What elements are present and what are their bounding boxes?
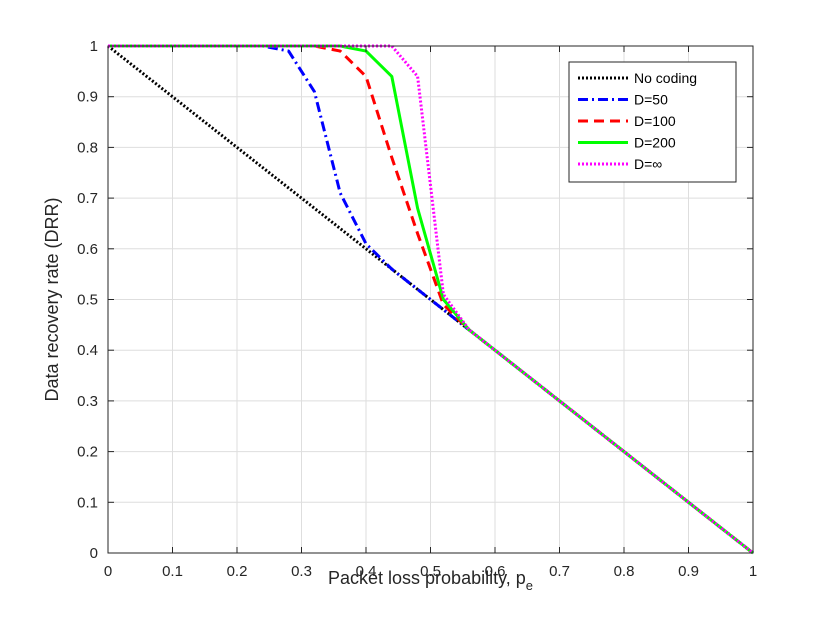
x-tick-label: 0.8 (614, 563, 635, 580)
x-tick-labels: 0 0.1 0.2 0.3 0.4 0.5 0.6 0.7 0.8 0.9 1 (104, 563, 757, 580)
x-tick-label: 0.5 (420, 563, 441, 580)
x-axis-label: Packet loss probability, pe (328, 568, 533, 593)
y-tick-label: 0.4 (77, 342, 98, 359)
x-tick-label: 0.7 (549, 563, 570, 580)
y-tick-label: 0.3 (77, 393, 98, 410)
x-tick-label: 0.6 (485, 563, 506, 580)
y-axis-label: Data recovery rate (DRR) (42, 197, 62, 401)
y-tick-label: 0.8 (77, 139, 98, 156)
y-tick-label: 0.7 (77, 190, 98, 207)
legend: No coding D=50 D=100 D=200 D=∞ (568, 61, 737, 183)
legend-label: D=50 (634, 92, 668, 108)
tick-marks (107, 45, 754, 554)
x-tick-label: 0 (104, 563, 112, 580)
legend-label: D=200 (634, 135, 676, 151)
legend-label: D=100 (634, 113, 676, 129)
y-tick-label: 1 (90, 38, 98, 55)
series-lines (107, 44, 754, 555)
y-tick-label: 0 (90, 545, 98, 562)
x-tick-label: 0.3 (291, 563, 312, 580)
y-tick-label: 0.5 (77, 292, 98, 309)
x-tick-label: 0.2 (227, 563, 248, 580)
y-tick-labels: 0 0.1 0.2 0.3 0.4 0.5 0.6 0.7 0.8 0.9 1 (77, 38, 98, 562)
legend-items: No coding D=50 D=100 D=200 D=∞ (578, 70, 697, 172)
x-tick-label: 0.9 (678, 563, 699, 580)
x-tick-label: 0.1 (162, 563, 183, 580)
x-axis-label-main: Packet loss probability, p (328, 568, 526, 588)
y-tick-label: 0.2 (77, 444, 98, 461)
x-tick-label: 1 (749, 563, 757, 580)
y-tick-label: 0.9 (77, 89, 98, 106)
y-tick-label: 0.6 (77, 241, 98, 258)
x-tick-label: 0.4 (356, 563, 377, 580)
series-line-no-coding (107, 44, 754, 555)
y-tick-label: 0.1 (77, 494, 98, 511)
legend-label: No coding (634, 70, 697, 86)
x-axis-label-subscript: e (526, 578, 533, 593)
legend-label: D=∞ (634, 156, 662, 172)
